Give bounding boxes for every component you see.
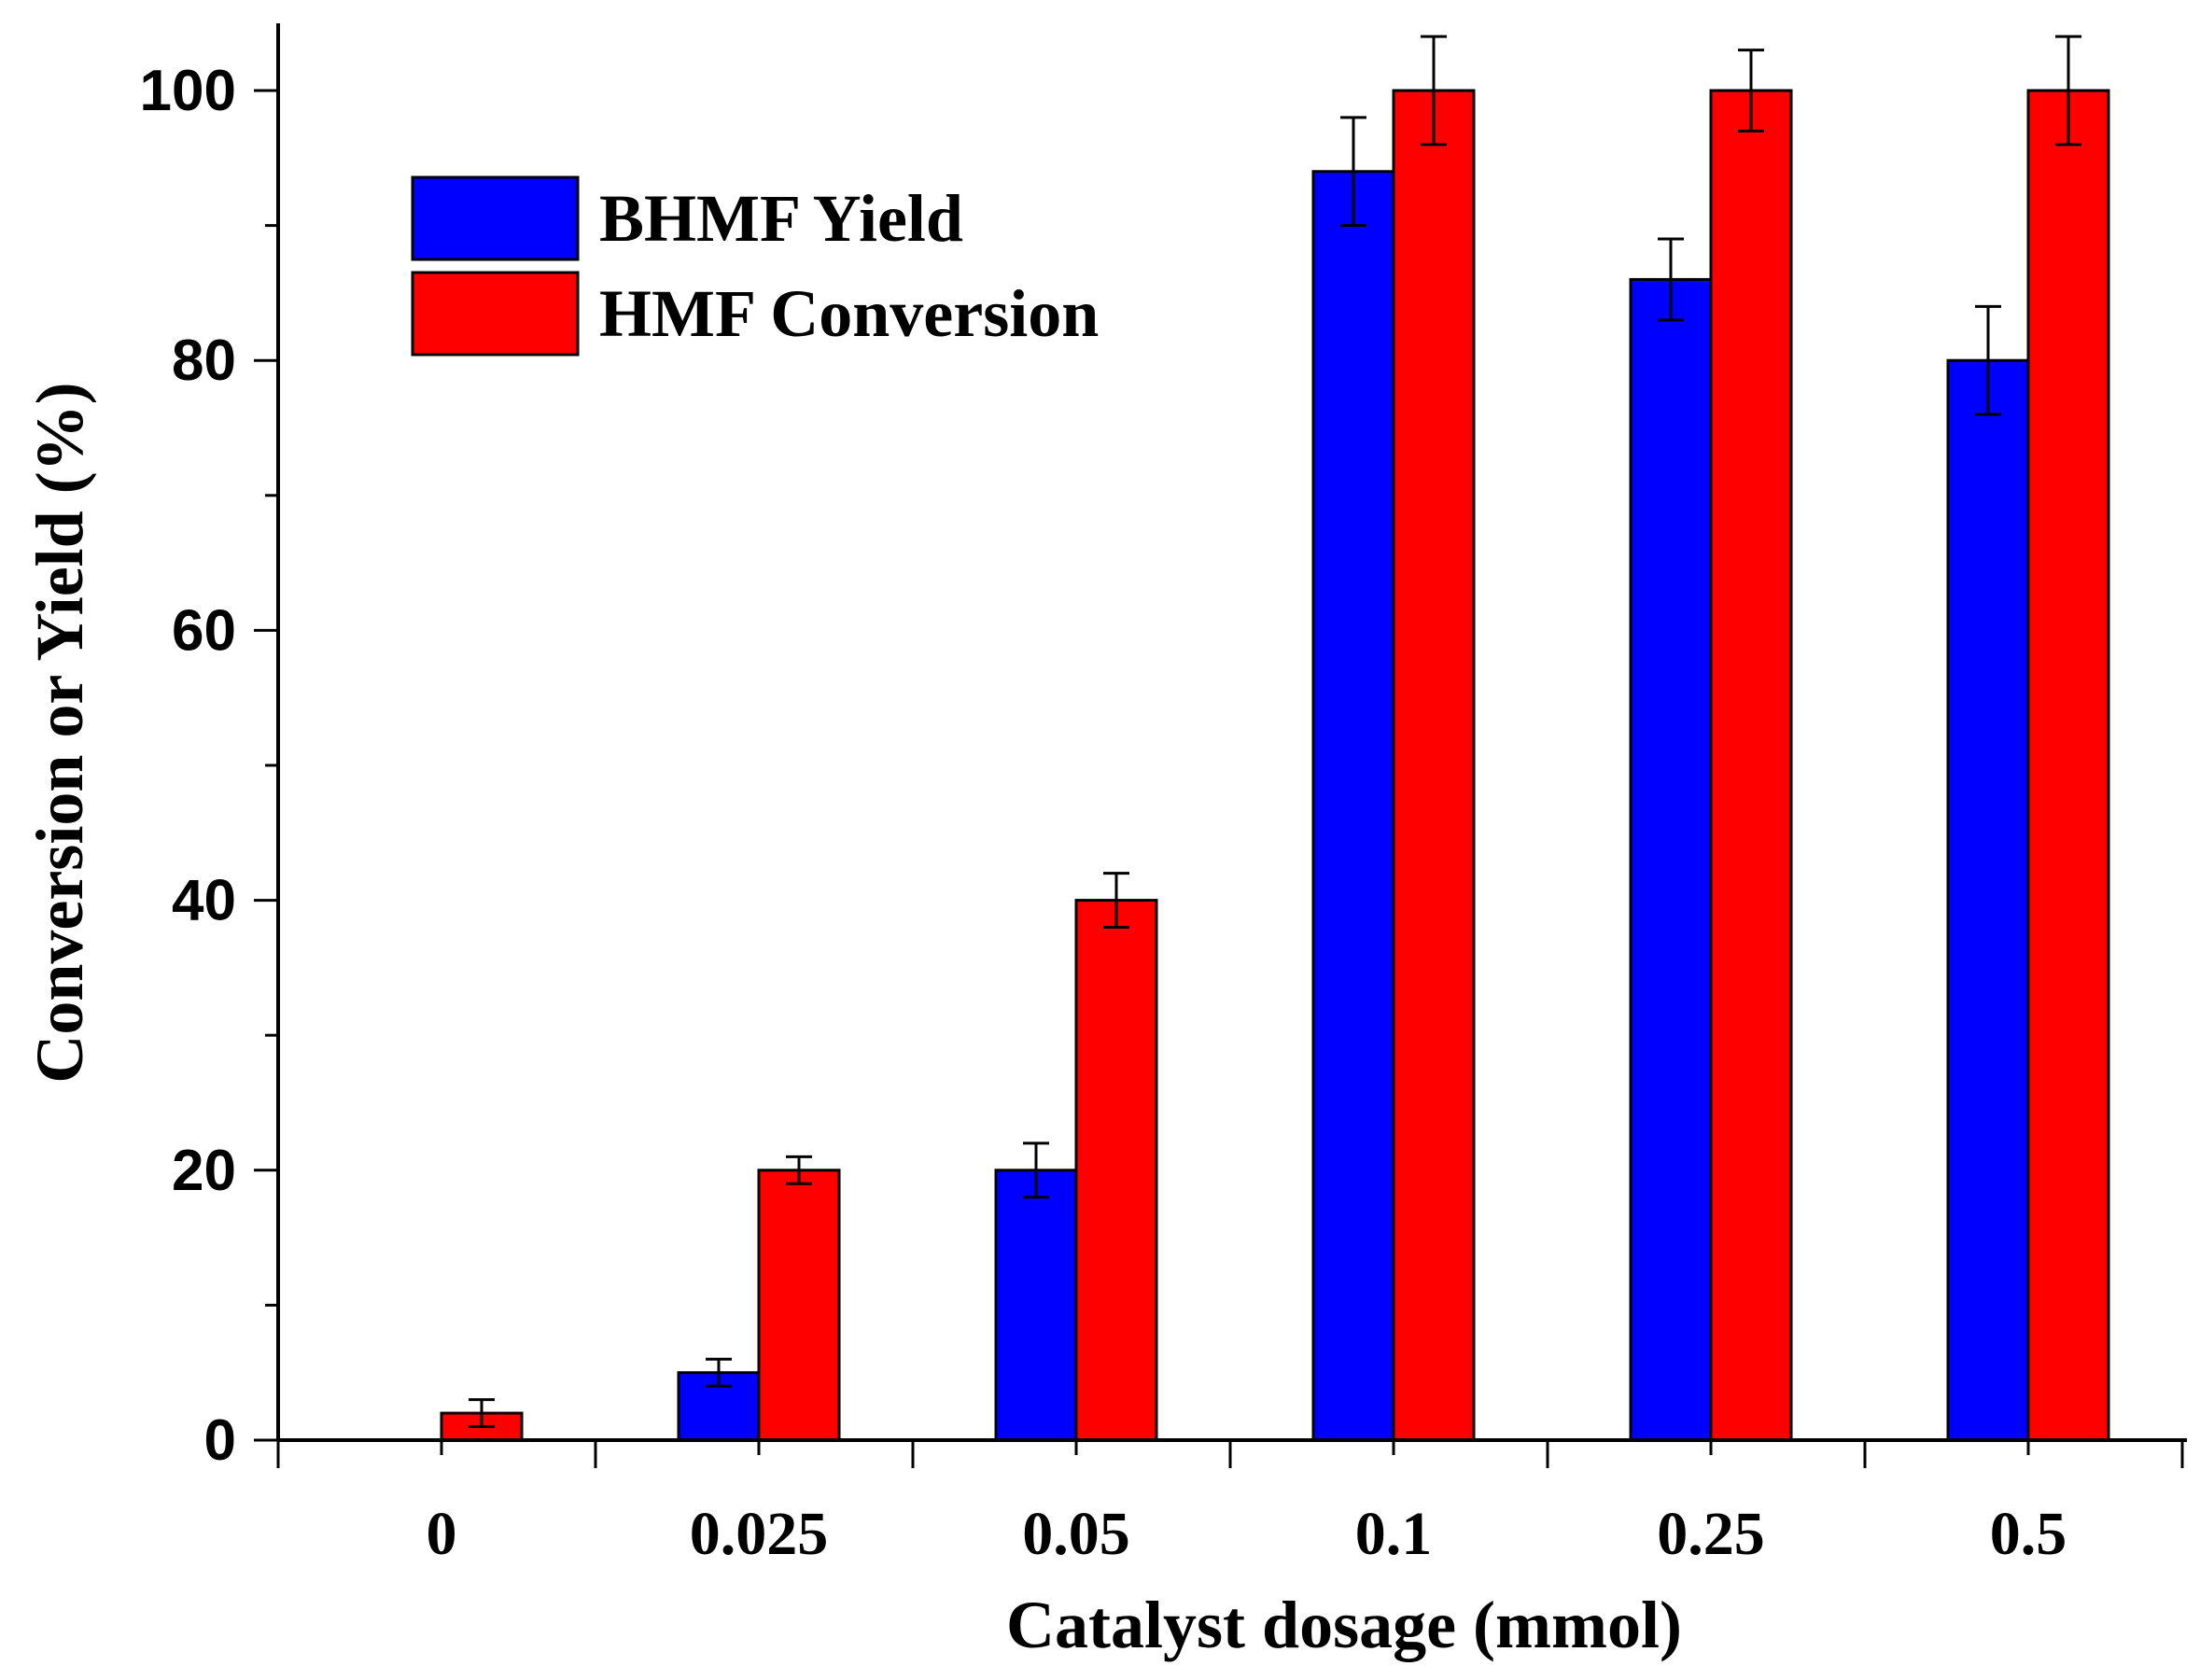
bar-bhmf-yield (1629, 277, 1713, 1442)
bar-bhmf-yield (1946, 358, 2030, 1442)
error-bar-hmf-conversion (2055, 35, 2081, 147)
error-bar-hmf-conversion (1103, 872, 1129, 930)
y-tick-label: 40 (172, 869, 236, 933)
error-bar-hmf-conversion (786, 1155, 812, 1185)
bar-hmf-conversion (2026, 89, 2110, 1442)
bar-hmf-conversion (1074, 899, 1158, 1442)
x-tick-label: 0.5 (1990, 1500, 2067, 1568)
bar-hmf-conversion (757, 1169, 841, 1442)
error-bar-bhmf-yield (706, 1357, 732, 1388)
error-bar-bhmf-yield (1975, 304, 2001, 416)
bar-hmf-conversion (1392, 89, 1476, 1442)
x-tick-label: 0.25 (1657, 1500, 1765, 1568)
error-bar-bhmf-yield (1340, 116, 1366, 228)
legend-swatch-hmf-conversion (411, 271, 580, 357)
y-tick-label: 60 (172, 598, 236, 663)
error-bar-bhmf-yield (1023, 1141, 1049, 1199)
x-tick-label: 0.05 (1022, 1500, 1130, 1568)
legend: BHMF Yield HMF Conversion (411, 175, 1099, 357)
y-tick-label: 0 (204, 1408, 236, 1473)
y-tick-label: 80 (172, 329, 236, 393)
x-tick-label: 0 (427, 1500, 457, 1568)
legend-label-hmf-conversion: HMF Conversion (599, 276, 1099, 351)
x-tick-label: 0.1 (1355, 1500, 1433, 1568)
error-bar-bhmf-yield (1658, 237, 1684, 322)
bar-bhmf-yield (1311, 170, 1395, 1442)
y-ticks: 0 20 40 60 80 100 (140, 59, 278, 1473)
plot-area (440, 35, 2110, 1442)
y-axis-title: Conversion or Yield (%) (22, 382, 97, 1083)
bar-bhmf-yield (994, 1169, 1078, 1442)
error-bar-hmf-conversion (469, 1398, 495, 1429)
bar-hmf-conversion (1709, 89, 1793, 1442)
legend-swatch-bhmf-yield (411, 175, 580, 261)
error-bar-hmf-conversion (1421, 35, 1447, 147)
y-tick-label: 20 (172, 1139, 236, 1203)
legend-label-bhmf-yield: BHMF Yield (599, 181, 963, 256)
x-ticks: 0 0.025 0.05 0.1 0.25 0.5 (276, 1440, 2184, 1568)
error-bar-hmf-conversion (1738, 49, 1764, 133)
x-tick-label: 0.025 (690, 1500, 829, 1568)
y-tick-label: 100 (140, 59, 236, 123)
x-axis-title: Catalyst dosage (mmol) (1006, 1588, 1682, 1662)
